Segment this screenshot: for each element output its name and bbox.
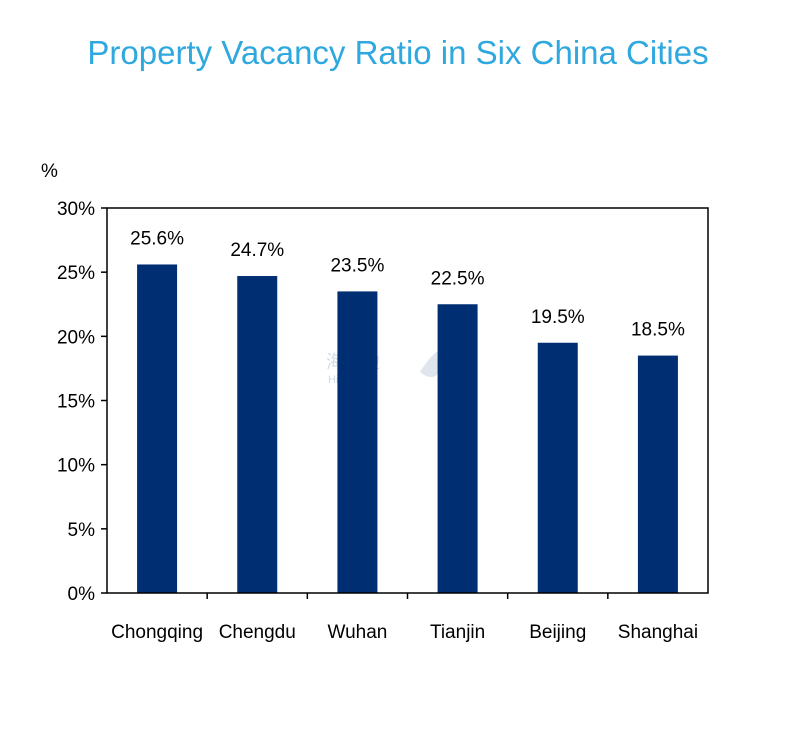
bar: [637, 355, 678, 593]
bar: [337, 291, 378, 593]
x-category-label: Shanghai: [618, 622, 698, 643]
chart-title: Property Vacancy Ratio in Six China Citi…: [87, 34, 709, 71]
data-label: 22.5%: [431, 268, 485, 289]
y-tick-label: 25%: [57, 263, 95, 284]
y-tick-label: 15%: [57, 392, 95, 413]
data-label: 23.5%: [330, 255, 384, 276]
x-category-label: Beijing: [529, 622, 586, 643]
y-tick-label: 5%: [68, 520, 96, 541]
data-label: 24.7%: [230, 240, 284, 261]
data-label: 18.5%: [631, 320, 685, 341]
y-axis-unit-label: %: [41, 161, 58, 182]
plot-frame: [106, 207, 709, 594]
bar: [437, 304, 478, 593]
data-label: 25.6%: [130, 228, 184, 249]
bar: [537, 342, 578, 593]
y-tick-label: 20%: [57, 327, 95, 348]
x-category-label: Chengdu: [219, 622, 296, 643]
y-tick-label: 0%: [68, 584, 96, 605]
y-tick-label: 10%: [57, 456, 95, 477]
x-category-label: Chongqing: [111, 622, 203, 643]
bar: [137, 264, 178, 593]
x-category-label: Tianjin: [430, 622, 485, 643]
x-category-label: Wuhan: [327, 622, 387, 643]
y-tick-label: 30%: [57, 199, 95, 220]
data-label: 19.5%: [531, 307, 585, 328]
bar: [237, 276, 278, 593]
